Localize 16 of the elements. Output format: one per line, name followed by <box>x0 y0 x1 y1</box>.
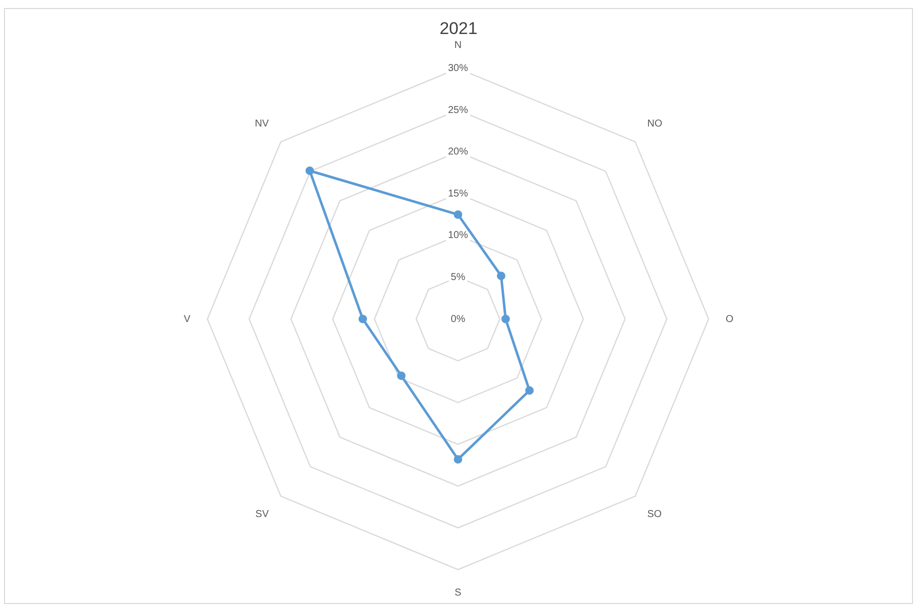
y-tick-label: 5% <box>450 272 466 283</box>
spoke-label: NV <box>254 118 270 130</box>
y-tick-label: 15% <box>448 188 468 200</box>
spoke-label: V <box>184 314 191 325</box>
y-tick-label: 20% <box>448 146 468 158</box>
spoke-label: N <box>454 40 462 52</box>
y-tick-label: 10% <box>448 230 468 242</box>
chart-title: 2021 <box>440 18 478 38</box>
y-tick-label: 0% <box>450 314 466 325</box>
spoke-label: O <box>726 314 734 325</box>
spoke-label: NO <box>647 118 662 130</box>
spoke-label: SV <box>255 508 270 520</box>
y-tick-label: 30% <box>448 63 468 74</box>
spoke-label: S <box>454 587 462 598</box>
spoke-label: SO <box>647 508 662 520</box>
y-tick-label: 25% <box>448 104 468 116</box>
